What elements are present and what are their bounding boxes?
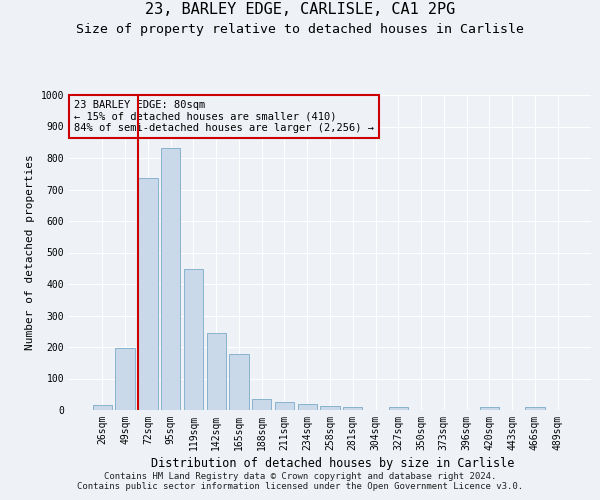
Bar	[479, 407, 499, 410]
Bar	[206, 334, 226, 410]
Bar	[184, 269, 203, 410]
Bar	[93, 406, 112, 410]
Bar	[298, 404, 317, 410]
Text: Contains HM Land Registry data © Crown copyright and database right 2024.
Contai: Contains HM Land Registry data © Crown c…	[77, 472, 523, 491]
Bar	[138, 178, 158, 410]
Text: 23 BARLEY EDGE: 80sqm
← 15% of detached houses are smaller (410)
84% of semi-det: 23 BARLEY EDGE: 80sqm ← 15% of detached …	[74, 100, 374, 133]
Bar	[320, 406, 340, 410]
Bar	[115, 348, 135, 410]
Bar	[525, 407, 545, 410]
Y-axis label: Number of detached properties: Number of detached properties	[25, 154, 35, 350]
Bar	[389, 407, 408, 410]
Bar	[229, 354, 248, 410]
Bar	[275, 402, 294, 410]
Text: Size of property relative to detached houses in Carlisle: Size of property relative to detached ho…	[76, 22, 524, 36]
Bar	[252, 399, 271, 410]
Text: 23, BARLEY EDGE, CARLISLE, CA1 2PG: 23, BARLEY EDGE, CARLISLE, CA1 2PG	[145, 2, 455, 18]
Bar	[343, 408, 362, 410]
Text: Distribution of detached houses by size in Carlisle: Distribution of detached houses by size …	[151, 458, 515, 470]
Bar	[161, 148, 181, 410]
